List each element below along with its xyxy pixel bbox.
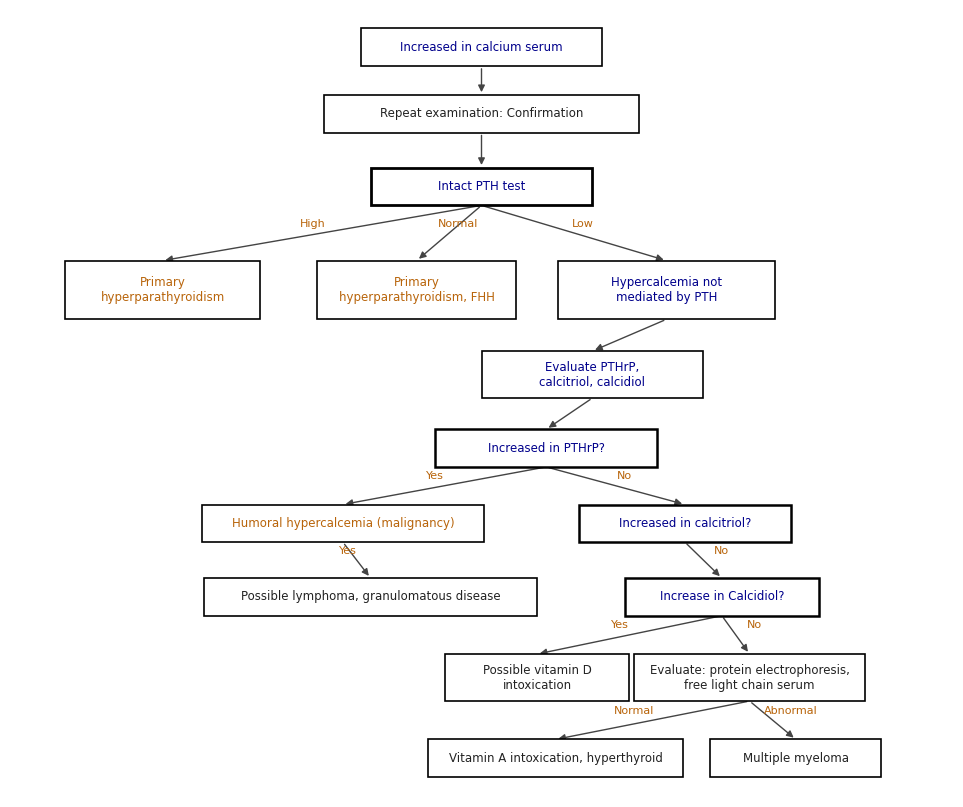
FancyBboxPatch shape — [202, 504, 483, 542]
Text: Possible lymphoma, granulomatous disease: Possible lymphoma, granulomatous disease — [241, 591, 501, 604]
Text: No: No — [715, 546, 729, 556]
Text: Normal: Normal — [438, 219, 479, 228]
Text: Possible vitamin D
intoxication: Possible vitamin D intoxication — [482, 663, 591, 692]
Text: Normal: Normal — [613, 706, 654, 716]
Text: Abnormal: Abnormal — [765, 706, 819, 716]
Text: Yes: Yes — [427, 471, 444, 481]
Text: Yes: Yes — [612, 621, 629, 630]
Text: Intact PTH test: Intact PTH test — [438, 180, 525, 193]
Text: Increased in PTHrP?: Increased in PTHrP? — [487, 441, 605, 454]
Text: Humoral hypercalcemia (malignancy): Humoral hypercalcemia (malignancy) — [231, 516, 455, 530]
Text: Hypercalcemia not
mediated by PTH: Hypercalcemia not mediated by PTH — [611, 276, 722, 304]
Text: No: No — [746, 621, 762, 630]
FancyBboxPatch shape — [429, 739, 683, 777]
FancyBboxPatch shape — [634, 654, 865, 701]
Text: Increased in calcitriol?: Increased in calcitriol? — [618, 516, 751, 530]
FancyBboxPatch shape — [445, 654, 630, 701]
FancyBboxPatch shape — [482, 351, 703, 398]
FancyBboxPatch shape — [371, 168, 592, 206]
Text: Increased in calcium serum: Increased in calcium serum — [401, 40, 562, 54]
FancyBboxPatch shape — [204, 578, 537, 616]
Text: Multiple myeloma: Multiple myeloma — [742, 751, 848, 765]
Text: High: High — [299, 219, 325, 228]
FancyBboxPatch shape — [579, 504, 792, 542]
Text: Low: Low — [572, 219, 594, 228]
FancyBboxPatch shape — [558, 261, 775, 320]
FancyBboxPatch shape — [361, 28, 602, 66]
Text: No: No — [617, 471, 633, 481]
Text: Primary
hyperparathyroidism: Primary hyperparathyroidism — [100, 276, 224, 304]
Text: Vitamin A intoxication, hyperthyroid: Vitamin A intoxication, hyperthyroid — [449, 751, 663, 765]
FancyBboxPatch shape — [711, 739, 881, 777]
FancyBboxPatch shape — [325, 95, 638, 132]
FancyBboxPatch shape — [625, 578, 819, 616]
FancyBboxPatch shape — [435, 429, 657, 467]
Text: Primary
hyperparathyroidism, FHH: Primary hyperparathyroidism, FHH — [339, 276, 495, 304]
FancyBboxPatch shape — [318, 261, 516, 320]
Text: Yes: Yes — [339, 546, 356, 556]
Text: Evaluate PTHrP,
calcitriol, calcidiol: Evaluate PTHrP, calcitriol, calcidiol — [539, 361, 645, 388]
Text: Repeat examination: Confirmation: Repeat examination: Confirmation — [379, 107, 584, 120]
Text: Increase in Calcidiol?: Increase in Calcidiol? — [660, 591, 784, 604]
FancyBboxPatch shape — [65, 261, 260, 320]
Text: Evaluate: protein electrophoresis,
free light chain serum: Evaluate: protein electrophoresis, free … — [650, 663, 849, 692]
